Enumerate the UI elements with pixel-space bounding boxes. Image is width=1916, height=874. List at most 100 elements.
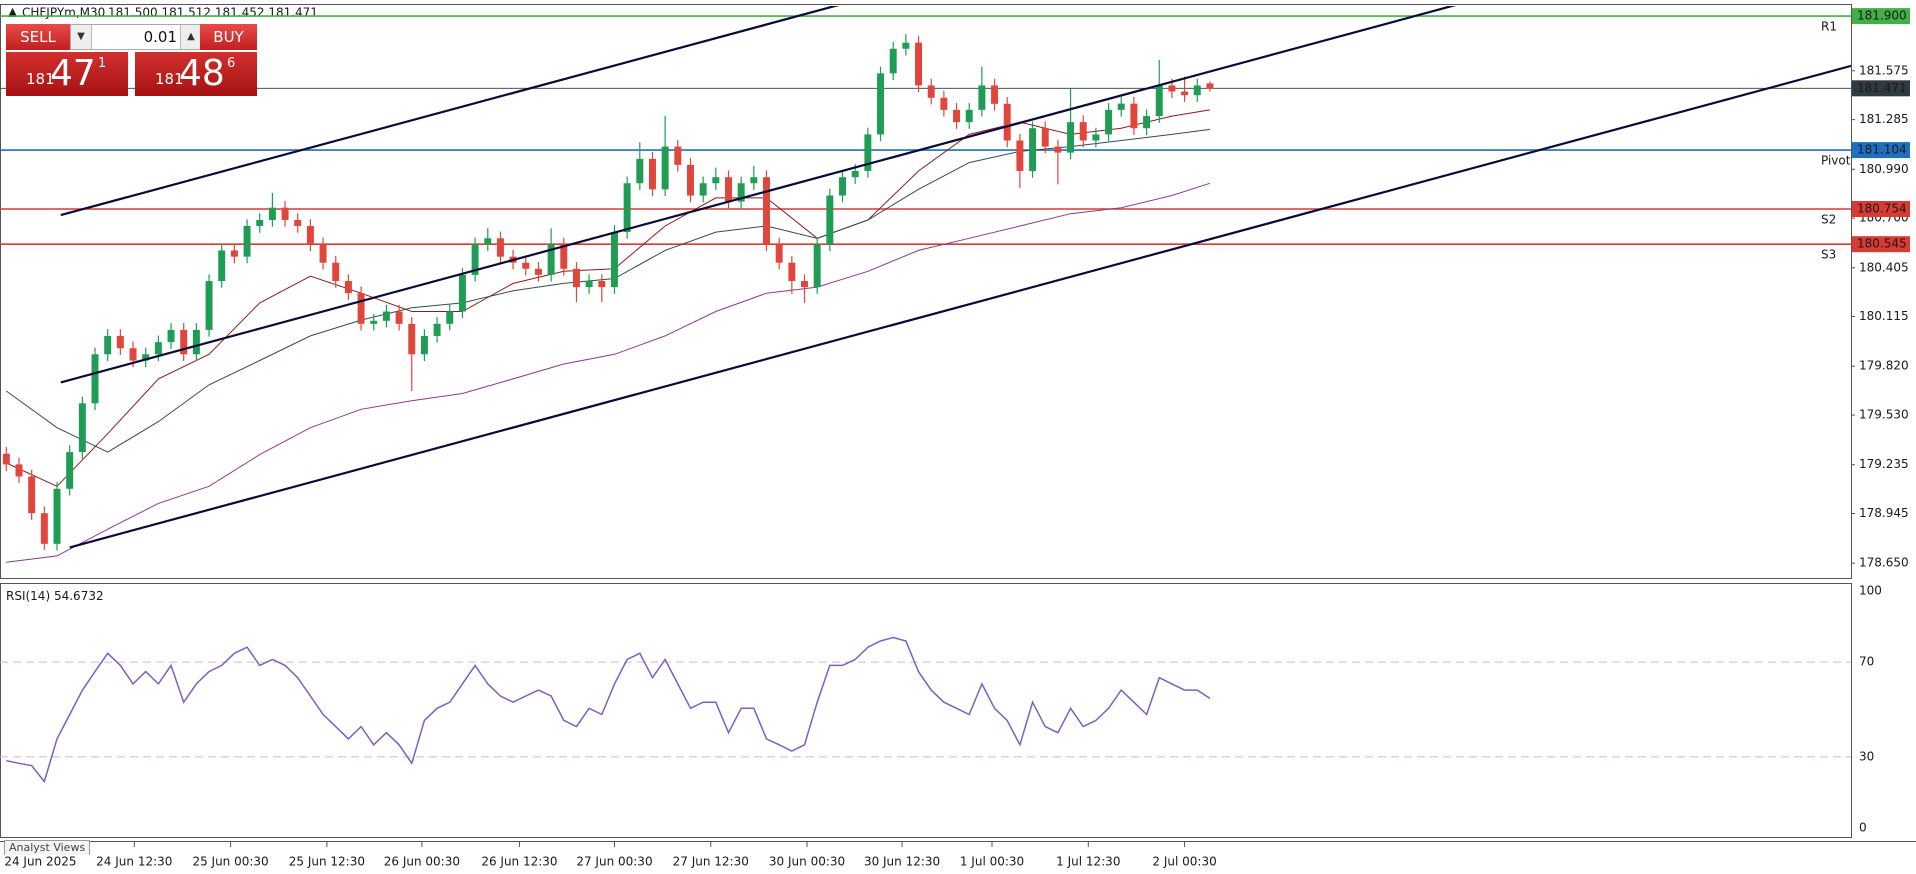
lot-increase[interactable]: ▲: [180, 25, 201, 49]
x-tick-label: 1 Jul 00:30: [960, 855, 1024, 869]
candle-body: [496, 238, 504, 257]
rsi-line: [6, 636, 1211, 784]
ask-fraction: 6: [227, 56, 236, 71]
level-name: R1: [1821, 20, 1837, 34]
quote: 181.500 181.512 181.452 181.471: [108, 6, 318, 20]
candle-body: [1003, 103, 1011, 141]
level-price-box: [1852, 201, 1910, 218]
candle-body: [1181, 91, 1189, 96]
ask-pips: 48: [179, 53, 225, 94]
candle-body: [674, 146, 682, 165]
level-name: S2: [1821, 213, 1836, 227]
lot-field[interactable]: ▼ 0.01 ▲: [70, 24, 202, 50]
level-price-box: [1852, 8, 1910, 25]
candle-body: [66, 452, 74, 489]
y-tick-label: 181.575: [1859, 63, 1909, 77]
candle-body: [547, 244, 555, 275]
rsi-value: 54.6732: [54, 589, 104, 603]
x-tick-label: 30 Jun 12:30: [864, 855, 940, 869]
candle-body: [851, 170, 859, 178]
candle-body: [205, 281, 213, 330]
rsi-tick-label: 100: [1859, 584, 1882, 598]
trendline: [69, 64, 1851, 549]
candle-body: [306, 226, 314, 245]
candle-body: [382, 311, 390, 321]
candle-body: [775, 244, 783, 263]
candle-body: [408, 323, 416, 355]
candle-body: [192, 329, 200, 355]
x-tick-label: 30 Jun 00:30: [769, 855, 845, 869]
level-name: Pivot: [1821, 154, 1851, 168]
candle-body: [458, 274, 466, 312]
candle-body: [1168, 85, 1176, 92]
candle-body: [864, 134, 872, 171]
candle-body: [243, 226, 251, 257]
candle-body: [167, 329, 175, 343]
candle-body: [91, 354, 99, 404]
candle-body: [661, 146, 669, 190]
bid-pips: 47: [50, 53, 96, 94]
candle-body: [1193, 85, 1201, 96]
ask-price[interactable]: 181 48 6: [135, 52, 257, 96]
candle-body: [1054, 146, 1062, 153]
x-tick-label: 25 Jun 00:30: [192, 855, 268, 869]
candle-body: [813, 244, 821, 288]
candle-body: [953, 109, 961, 123]
candle-body: [319, 244, 327, 263]
candle-body: [1117, 103, 1125, 110]
candle-body: [623, 183, 631, 233]
candle-body: [712, 177, 720, 184]
ask-big-figure: 181: [155, 70, 184, 88]
sell-button[interactable]: SELL: [6, 24, 70, 50]
bid-price[interactable]: 181 47 1: [6, 52, 128, 96]
candle-body: [1130, 103, 1138, 129]
candle-body: [763, 177, 770, 245]
buy-button[interactable]: BUY: [200, 24, 257, 50]
candle-body: [420, 335, 428, 355]
lot-decrease[interactable]: ▼: [71, 25, 92, 49]
candle-body: [991, 85, 999, 104]
analyst-views-tab[interactable]: Analyst Views: [4, 840, 91, 855]
candle-body: [1016, 140, 1024, 171]
level-name: S3: [1821, 248, 1836, 262]
candle-body: [572, 268, 580, 288]
candle-body: [104, 335, 112, 355]
candle-body: [1092, 134, 1100, 141]
candle-body: [116, 335, 124, 349]
level-price-label: 181.104: [1857, 143, 1907, 157]
candle-body: [1105, 109, 1113, 135]
x-tick-label: 24 Jun 2025: [4, 855, 76, 869]
candle-body: [230, 250, 238, 257]
rsi-tick-label: 0: [1859, 821, 1867, 835]
x-tick-label: 1 Jul 12:30: [1056, 855, 1120, 869]
x-tick-label: 2 Jul 00:30: [1152, 855, 1216, 869]
candle-body: [737, 183, 745, 202]
candle-body: [598, 281, 606, 288]
level-price-label: 180.754: [1857, 202, 1907, 216]
candle-body: [927, 85, 935, 98]
candle-body: [1143, 116, 1151, 129]
y-tick-label: 178.945: [1859, 506, 1909, 520]
trendline: [60, 6, 840, 217]
candle-body: [636, 158, 644, 184]
candle-body: [2, 453, 10, 465]
rsi-tick-label: 30: [1859, 749, 1874, 763]
y-tick-label: 178.650: [1859, 556, 1909, 570]
candle-body: [560, 244, 568, 269]
y-tick-label: 180.990: [1859, 162, 1909, 176]
bid-big-figure: 181: [26, 70, 55, 88]
x-tick-label: 27 Jun 00:30: [576, 855, 652, 869]
rsi-frame: [0, 583, 1852, 838]
candle-body: [534, 268, 542, 275]
candle-body: [180, 329, 188, 355]
y-tick-label: 179.530: [1859, 408, 1909, 422]
lot-value[interactable]: 0.01: [143, 28, 177, 46]
main-frame: [0, 4, 1852, 579]
level-price-box: [1852, 80, 1910, 97]
rsi-label: RSI(14) 54.6732: [6, 589, 104, 603]
candle-body: [281, 207, 289, 220]
candle-body: [801, 281, 808, 288]
candle-body: [686, 164, 694, 196]
candle-body: [28, 476, 36, 514]
